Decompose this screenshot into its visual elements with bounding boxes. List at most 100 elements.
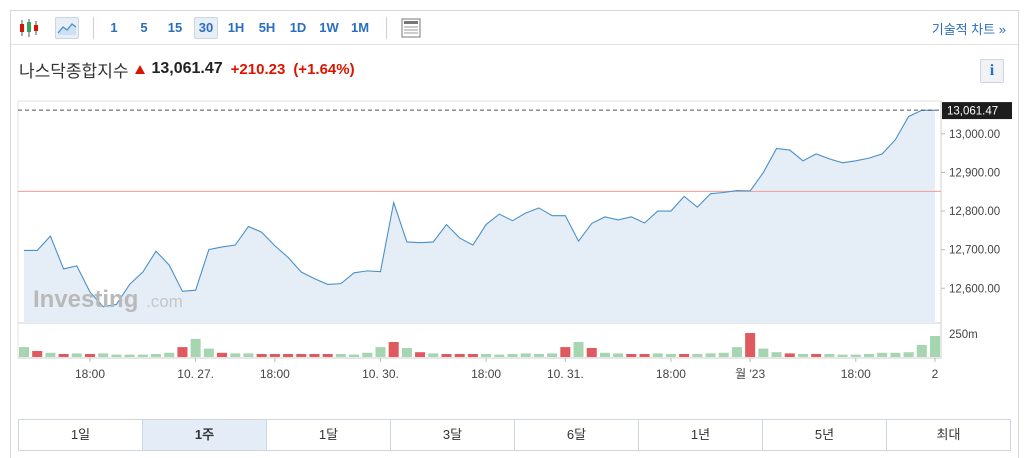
- volume-bar: [652, 353, 663, 357]
- volume-bar: [124, 354, 135, 357]
- candlestick-chart-icon[interactable]: [17, 17, 41, 39]
- interval-1w-button[interactable]: 1W: [319, 20, 339, 35]
- chart-widget: 1 5 15 30 1H 5H 1D 1W 1M 기술적 차트 » 나스닥종합지…: [10, 10, 1019, 458]
- toolbar-divider: [386, 17, 387, 39]
- x-tick-label: 18:00: [260, 367, 290, 381]
- y-tick-label: 12,900.00: [949, 167, 1000, 179]
- volume-bar: [797, 354, 808, 357]
- volume-bar: [98, 353, 109, 357]
- volume-bar: [388, 342, 399, 357]
- interval-1h-button[interactable]: 1H: [227, 20, 245, 35]
- interval-1m-button[interactable]: 1M: [350, 20, 370, 35]
- volume-bar: [758, 348, 769, 357]
- price-change: +210.23: [230, 60, 286, 78]
- volume-bar: [401, 348, 412, 357]
- instrument-name: 나스닥종합지수: [19, 61, 129, 81]
- volume-bar: [745, 333, 756, 357]
- volume-bar: [613, 353, 624, 357]
- volume-bar: [151, 354, 162, 357]
- info-button[interactable]: i: [980, 59, 1004, 83]
- volume-bar: [243, 353, 254, 357]
- volume-bar: [45, 352, 56, 357]
- area-chart-icon[interactable]: [55, 17, 79, 39]
- range-tab[interactable]: 5년: [763, 420, 887, 450]
- volume-bar: [58, 354, 69, 357]
- price-line: [24, 109, 935, 308]
- volume-bar: [18, 347, 30, 357]
- volume-bar: [863, 354, 875, 357]
- volume-scale-label: 250m: [949, 329, 978, 341]
- interval-1d-button[interactable]: 1D: [289, 20, 307, 35]
- volume-bar: [71, 353, 82, 357]
- volume-bar: [916, 345, 927, 357]
- watermark-suffix: .com: [146, 292, 183, 311]
- range-tab[interactable]: 6달: [515, 420, 639, 450]
- watermark-brand: Investing: [33, 286, 138, 313]
- range-tab[interactable]: 3달: [391, 420, 515, 450]
- volume-bar: [560, 347, 571, 357]
- investing-watermark: Investing .com: [33, 286, 183, 313]
- interval-1min-button[interactable]: 1: [110, 20, 118, 35]
- volume-bar: [824, 354, 835, 357]
- volume-bar: [718, 352, 729, 357]
- y-tick-label: 12,800.00: [949, 206, 1000, 218]
- x-tick-label: 18:00: [656, 367, 686, 381]
- volume-bar: [811, 354, 822, 357]
- range-tab[interactable]: 1주: [143, 420, 267, 450]
- volume-bar: [203, 348, 214, 357]
- volume-bar: [335, 354, 346, 357]
- volume-bar: [599, 352, 610, 357]
- range-tab[interactable]: 1년: [639, 420, 763, 450]
- volume-bar: [190, 339, 201, 357]
- volume-bar: [679, 354, 690, 357]
- x-tick-label: 18:00: [471, 367, 501, 381]
- x-tick-label: 2: [932, 367, 939, 381]
- interval-30min-button[interactable]: 30: [194, 17, 218, 39]
- volume-bar: [137, 354, 148, 357]
- volume-bar: [692, 354, 703, 357]
- interval-5h-button[interactable]: 5H: [258, 20, 276, 35]
- volume-bar: [481, 354, 492, 357]
- volume-bar: [428, 353, 439, 357]
- volume-bar: [731, 347, 742, 357]
- volume-bar: [177, 347, 188, 357]
- volume-bar: [256, 354, 267, 357]
- volume-bar: [217, 352, 228, 357]
- range-tab[interactable]: 1일: [19, 420, 143, 450]
- interval-5min-button[interactable]: 5: [140, 20, 148, 35]
- volume-bar: [507, 354, 518, 357]
- table-view-icon[interactable]: [399, 17, 423, 39]
- price-change-percent: (+1.64%): [293, 60, 355, 78]
- x-tick-label: 10. 30.: [362, 367, 399, 381]
- last-price: 13,061.47: [151, 60, 223, 77]
- y-tick-label: 13,000.00: [949, 129, 1000, 141]
- x-tick-label: 18:00: [75, 367, 105, 381]
- volume-bar: [850, 354, 861, 357]
- volume-bar: [771, 352, 782, 357]
- volume-bar: [533, 354, 544, 357]
- interval-15min-button[interactable]: 15: [167, 20, 183, 35]
- volume-bar: [362, 352, 373, 357]
- volume-bar: [573, 342, 584, 357]
- toolbar-divider: [93, 17, 94, 39]
- x-tick-label: 10. 31.: [547, 367, 584, 381]
- volume-bar: [705, 353, 716, 357]
- volume-bar: [415, 352, 426, 357]
- volume-bar: [322, 354, 333, 357]
- x-tick-label: 18:00: [841, 367, 871, 381]
- advanced-chart-link[interactable]: 기술적 차트 »: [931, 22, 1006, 37]
- volume-bar: [296, 354, 307, 357]
- volume-bar: [111, 354, 122, 357]
- range-selector: 1일 1주 1달 3달 6달 1년 5년 최대: [18, 419, 1011, 451]
- range-tab[interactable]: 최대: [887, 420, 1010, 450]
- price-area-fill: [24, 110, 935, 324]
- range-tab[interactable]: 1달: [267, 420, 391, 450]
- price-chart[interactable]: Investing .com 12,600.00 12,700.00 12,800.…: [11, 11, 1018, 406]
- volume-bar: [639, 354, 650, 357]
- y-tick-label: 12,700.00: [949, 245, 1000, 257]
- volume-bar: [164, 352, 175, 357]
- volume-bar: [837, 354, 848, 357]
- volume-bar: [494, 354, 505, 357]
- volume-bar: [903, 352, 914, 357]
- volume-bar: [269, 354, 280, 357]
